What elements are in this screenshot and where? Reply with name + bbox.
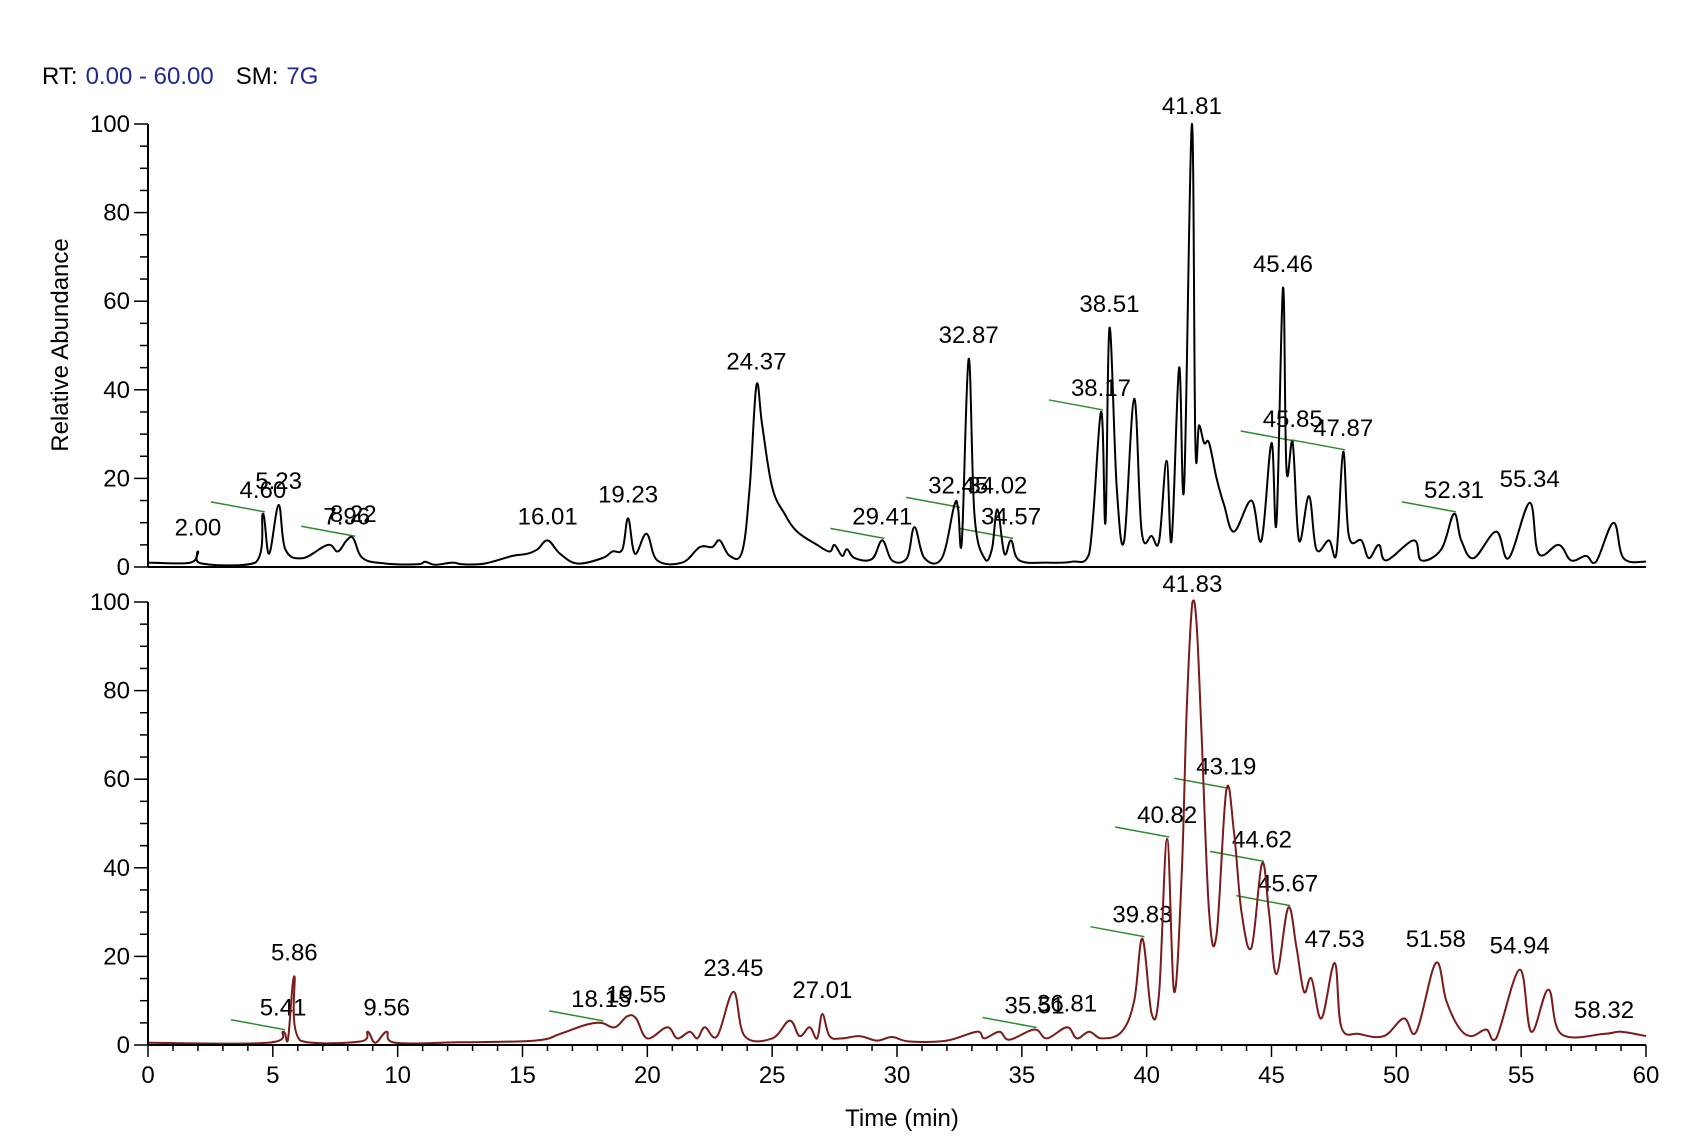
- peak-label-leader: [830, 527, 885, 540]
- bottom-trace: [147, 599, 1647, 1045]
- y-tick-label: 60: [103, 766, 130, 793]
- y-tick-label: 20: [103, 465, 130, 492]
- rt-label: RT:: [42, 63, 78, 90]
- peak-label-leader: [1174, 777, 1229, 790]
- peak-label: 45.46: [1253, 251, 1313, 278]
- peak-label: 36.81: [1037, 990, 1097, 1017]
- peak-label-leader: [1090, 925, 1145, 938]
- y-tick-label: 100: [90, 589, 130, 616]
- peak-label: 27.01: [792, 977, 852, 1004]
- peak-label: 5.23: [255, 468, 302, 495]
- peak-label: 35.51: [1005, 992, 1065, 1019]
- y-axis-title: Relative Abundance: [47, 238, 74, 452]
- x-tick-label: 35: [1008, 1062, 1035, 1089]
- x-tick-label: 20: [634, 1062, 661, 1089]
- x-tick-label: 5: [266, 1062, 279, 1089]
- peak-label: 8.22: [330, 501, 377, 528]
- peak-label: 55.34: [1500, 466, 1560, 493]
- y-tick-label: 0: [117, 1032, 130, 1059]
- peak-label-leader: [1401, 501, 1457, 513]
- x-tick-label: 10: [384, 1062, 411, 1089]
- peak-label: 23.45: [703, 955, 763, 982]
- peak-label-leader: [982, 1016, 1037, 1029]
- bottom-y-axis: 0 20 40 60 80 100: [90, 589, 149, 1059]
- peak-label: 32.87: [939, 322, 999, 349]
- y-tick-label: 60: [103, 288, 130, 315]
- y-tick-label: 40: [103, 855, 130, 882]
- x-tick-label: 25: [759, 1062, 786, 1089]
- y-tick-label: 80: [103, 678, 130, 705]
- peak-label: 19.55: [606, 981, 666, 1008]
- x-tick-label: 55: [1508, 1062, 1535, 1089]
- x-tick-label: 50: [1383, 1062, 1410, 1089]
- peak-label: 44.62: [1232, 826, 1292, 853]
- bottom-x-axis: 0 5 10 15 20 25 30 35 40 45 50 55 60: [141, 1044, 1660, 1089]
- y-tick-label: 80: [103, 200, 130, 227]
- peak-label-leader: [210, 501, 265, 513]
- peak-label: 51.58: [1406, 926, 1466, 953]
- peak-label: 9.56: [363, 995, 410, 1022]
- peak-label: 47.53: [1305, 926, 1365, 953]
- x-tick-label: 45: [1258, 1062, 1285, 1089]
- peak-label-leader: [1291, 439, 1346, 451]
- peak-label: 24.37: [726, 348, 786, 375]
- rt-value: 0.00 - 60.00: [86, 63, 214, 90]
- peak-label-leader: [958, 527, 1014, 540]
- peak-label: 4.60: [239, 477, 286, 504]
- top-y-axis: 0 20 40 60 80 100: [90, 111, 149, 581]
- peak-label: 32.45: [928, 472, 988, 499]
- peak-label: 54.94: [1490, 933, 1550, 960]
- peak-label: 38.51: [1079, 291, 1139, 318]
- x-axis-title: Time (min): [845, 1105, 959, 1132]
- peak-label-leader: [1048, 399, 1104, 411]
- peak-label-leader: [906, 496, 961, 509]
- peak-label: 58.32: [1574, 997, 1634, 1024]
- peak-label: 41.83: [1162, 571, 1222, 598]
- peak-label-leader: [1115, 826, 1170, 838]
- peak-label-leader: [301, 525, 356, 537]
- y-tick-label: 40: [103, 377, 130, 404]
- peak-label: 18.15: [571, 986, 631, 1013]
- top-panel-labels-layer: 2.00 4.605.23 7.968.22 16.01 19.23 24.37 29.41…: [175, 93, 1560, 541]
- peak-label: 52.31: [1424, 477, 1484, 504]
- peak-label-leader: [1236, 894, 1291, 907]
- y-tick-label: 0: [117, 554, 130, 581]
- peak-label: 7.96: [323, 503, 370, 530]
- peak-label: 43.19: [1196, 753, 1256, 780]
- top-panel: 2.00 4.605.23 7.968.22 16.01 19.23 24.37 29.41…: [90, 93, 1647, 581]
- top-trace: [147, 122, 1647, 567]
- x-tick-label: 30: [884, 1062, 911, 1089]
- peak-label: 29.41: [852, 503, 912, 530]
- peak-label: 45.85: [1263, 406, 1323, 433]
- peak-label: 5.41: [260, 995, 307, 1022]
- x-tick-label: 60: [1633, 1062, 1660, 1089]
- peak-label: 45.67: [1258, 871, 1318, 898]
- x-tick-label: 0: [141, 1062, 154, 1089]
- peak-label: 41.81: [1162, 93, 1222, 120]
- peak-label: 5.86: [271, 939, 318, 966]
- peak-label: 40.82: [1137, 802, 1197, 829]
- sm-value: 7G: [286, 63, 318, 90]
- peak-label: 38.17: [1071, 375, 1131, 402]
- y-tick-label: 20: [103, 943, 130, 970]
- peak-label: 34.02: [967, 472, 1027, 499]
- peak-label-leader: [549, 1010, 604, 1022]
- peak-label: 2.00: [175, 514, 222, 541]
- header-line: RT: 0.00 - 60.00 SM: 7G: [42, 63, 318, 90]
- peak-label: 47.87: [1313, 415, 1373, 442]
- x-tick-label: 15: [509, 1062, 536, 1089]
- x-tick-label: 40: [1133, 1062, 1160, 1089]
- peak-label-leader: [230, 1018, 286, 1031]
- sm-label: SM:: [236, 63, 279, 90]
- y-tick-label: 100: [90, 111, 130, 138]
- peak-label: 34.57: [981, 503, 1041, 530]
- peak-label: 19.23: [598, 481, 658, 508]
- peak-label: 16.01: [518, 503, 578, 530]
